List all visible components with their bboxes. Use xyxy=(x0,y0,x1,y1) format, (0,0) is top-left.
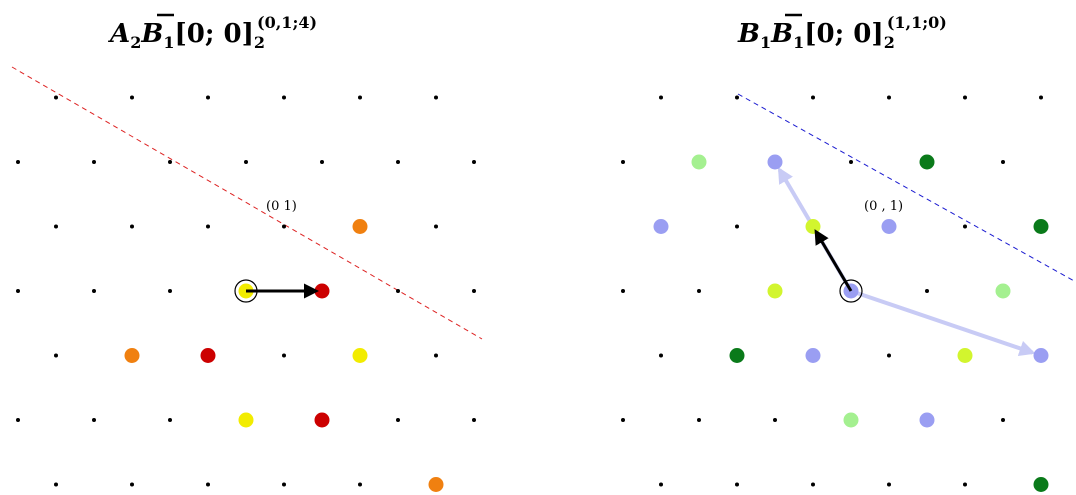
lattice-point xyxy=(697,418,701,422)
lattice-point xyxy=(621,418,625,422)
colored-lattice-point xyxy=(767,154,783,170)
lattice-point xyxy=(925,289,929,293)
lattice-point xyxy=(168,418,172,422)
colored-lattice-point xyxy=(767,283,783,299)
colored-lattice-point xyxy=(1033,219,1049,234)
lattice-point xyxy=(168,289,172,293)
lattice-point xyxy=(472,418,476,422)
colored-lattice-point xyxy=(957,348,973,363)
panel-left-vector-label: (0 1) xyxy=(266,199,297,214)
lattice-point xyxy=(92,289,96,293)
lattice-point xyxy=(54,353,58,358)
lattice-point xyxy=(659,95,663,100)
lattice-point xyxy=(358,95,362,100)
lattice-point xyxy=(16,289,20,293)
lattice-point xyxy=(282,482,286,487)
lattice-point xyxy=(54,224,58,229)
colored-lattice-point xyxy=(805,219,821,234)
colored-lattice-point xyxy=(428,477,444,492)
panel-right: B1B1[0; 0]2(1,1;0) (0 , 1) xyxy=(621,13,1076,492)
lattice-point xyxy=(963,95,967,100)
lattice-point xyxy=(887,95,891,100)
colored-lattice-point xyxy=(729,348,745,363)
lattice-point xyxy=(811,95,815,100)
lattice-point xyxy=(54,482,58,487)
lattice-point xyxy=(168,160,172,164)
lattice-point xyxy=(773,418,777,422)
lattice-point xyxy=(735,95,739,100)
lattice-point xyxy=(887,353,891,358)
colored-lattice-point xyxy=(653,219,669,234)
colored-lattice-point xyxy=(995,283,1011,299)
lattice-point xyxy=(130,482,134,487)
colored-lattice-point xyxy=(919,412,935,428)
lattice-point xyxy=(92,418,96,422)
lattice-point xyxy=(1001,160,1005,164)
colored-lattice-point xyxy=(124,348,140,363)
lattice-point xyxy=(697,289,701,293)
panel-right-content xyxy=(621,93,1076,492)
lattice-point xyxy=(621,160,625,164)
lattice-point xyxy=(849,160,853,164)
lattice-point xyxy=(434,224,438,229)
lattice-point xyxy=(396,160,400,164)
lattice-point xyxy=(963,224,967,229)
dashed-line xyxy=(11,66,483,340)
colored-lattice-point xyxy=(238,412,254,428)
lattice-point xyxy=(1001,418,1005,422)
panel-left-content xyxy=(11,66,483,492)
lattice-point xyxy=(282,353,286,358)
colored-lattice-point xyxy=(352,219,368,234)
colored-lattice-point xyxy=(1033,477,1049,492)
lattice-point xyxy=(887,482,891,487)
lattice-point xyxy=(244,160,248,164)
lattice-point xyxy=(396,289,400,293)
panel-right-vector-label: (0 , 1) xyxy=(864,199,903,214)
lattice-point xyxy=(659,353,663,358)
lattice-point xyxy=(206,95,210,100)
panel-left-title: A2B1[0; 0]2(0,1;4) xyxy=(107,13,317,52)
colored-lattice-point xyxy=(314,283,330,299)
panel-left: A2B1[0; 0]2(0,1;4) (0 1) xyxy=(11,13,483,492)
lattice-point xyxy=(434,95,438,100)
lattice-point xyxy=(282,224,286,229)
lattice-point xyxy=(54,95,58,100)
lattice-point xyxy=(735,224,739,229)
colored-lattice-point xyxy=(691,154,707,170)
colored-lattice-point xyxy=(919,154,935,170)
lattice-point xyxy=(659,482,663,487)
colored-lattice-point xyxy=(881,219,897,234)
lattice-point xyxy=(16,418,20,422)
lattice-point xyxy=(735,482,739,487)
basis-arrow xyxy=(850,289,1036,357)
lattice-point xyxy=(282,95,286,100)
lattice-point xyxy=(396,418,400,422)
vector-arrow xyxy=(814,229,853,292)
colored-lattice-point xyxy=(314,412,330,428)
lattice-point xyxy=(130,95,134,100)
dashed-line xyxy=(737,93,1076,283)
lattice-point xyxy=(621,289,625,293)
lattice-point xyxy=(1039,95,1043,100)
lattice-point xyxy=(472,160,476,164)
lattice-point xyxy=(16,160,20,164)
lattice-point xyxy=(963,482,967,487)
lattice-point xyxy=(358,482,362,487)
lattice-point xyxy=(206,224,210,229)
colored-lattice-point xyxy=(843,412,859,428)
colored-lattice-point xyxy=(1033,348,1049,363)
colored-lattice-point xyxy=(352,348,368,363)
lattice-point xyxy=(130,224,134,229)
lattice-point xyxy=(472,289,476,293)
panel-right-title: B1B1[0; 0]2(1,1;0) xyxy=(737,13,947,52)
lattice-point xyxy=(320,160,324,164)
lattice-point xyxy=(206,482,210,487)
lattice-point xyxy=(92,160,96,164)
lattice-point xyxy=(434,353,438,358)
colored-lattice-point xyxy=(200,348,216,363)
colored-lattice-point xyxy=(805,348,821,363)
origin-circle xyxy=(839,279,863,303)
lattice-point xyxy=(811,482,815,487)
